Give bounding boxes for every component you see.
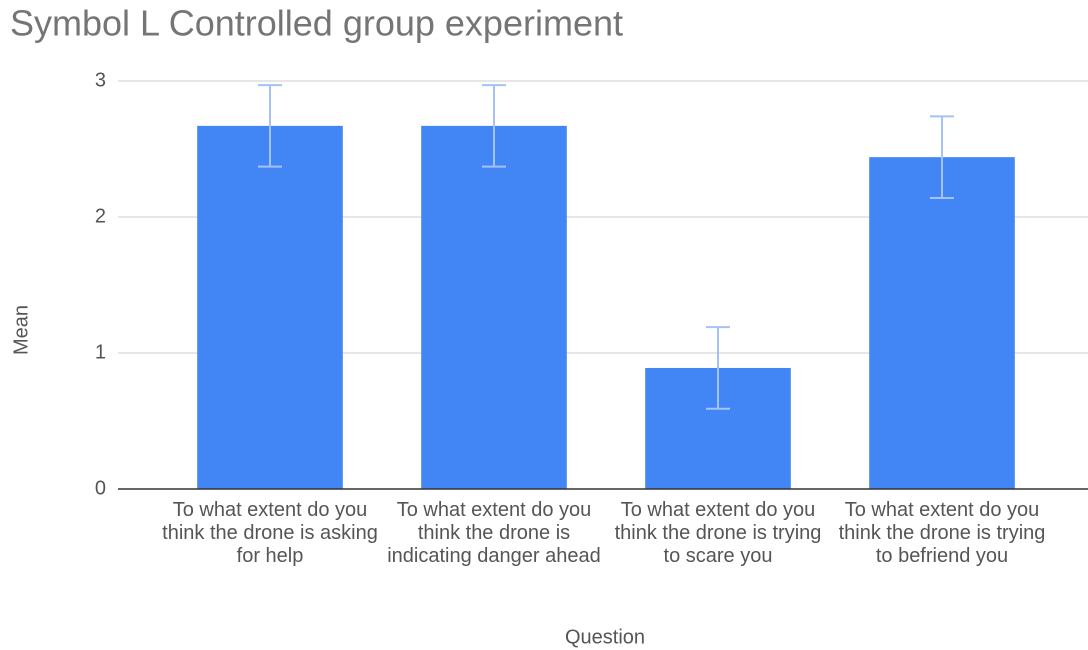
x-axis-label: Question	[565, 626, 645, 648]
x-tick-label: To what extent do you think the drone is…	[838, 499, 1046, 567]
bar	[197, 125, 343, 489]
y-tick-label: 0	[95, 477, 106, 499]
bar	[869, 157, 1015, 489]
x-tick-label: To what extent do you think the drone is…	[387, 499, 601, 567]
bar	[421, 125, 567, 489]
y-tick-label: 3	[95, 69, 106, 91]
y-tick-label: 1	[95, 341, 106, 363]
x-tick-label: To what extent do you think the drone is…	[162, 499, 378, 567]
y-axis-label: Mean	[10, 305, 32, 355]
chart-title: Symbol L Controlled group experiment	[10, 3, 623, 44]
x-tick-label: To what extent do you think the drone is…	[614, 499, 822, 567]
y-tick-label: 2	[95, 205, 106, 227]
